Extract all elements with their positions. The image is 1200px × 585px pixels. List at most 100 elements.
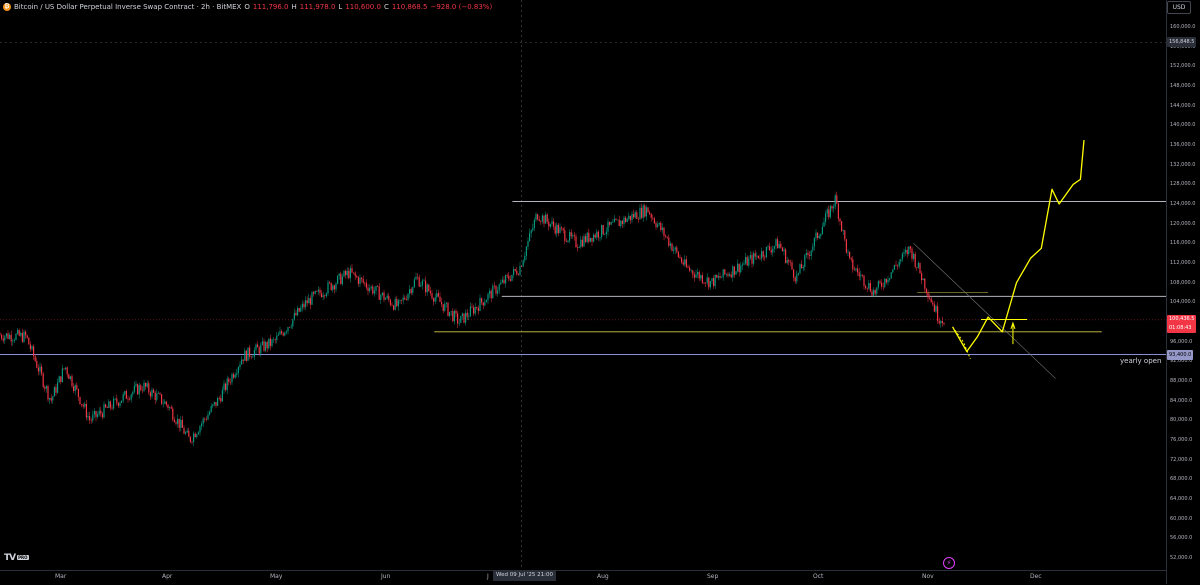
candle-body [39,366,41,372]
candle-body [692,270,694,275]
candle-body [321,293,323,298]
candle-body [401,299,403,301]
candle-body [204,418,206,420]
candle-body [418,277,420,287]
candle-body [327,282,329,294]
candle-body [354,272,356,277]
candle-body [530,230,532,233]
candle-body [141,390,143,391]
open-key: O [244,3,250,11]
candle-body [429,290,431,294]
candle-body [282,333,284,336]
candle-body [1,335,3,339]
candle-body [727,273,729,276]
price-tick-label: 148,000.0 [1170,83,1196,89]
candle-body [303,303,305,308]
candle-body [572,235,574,237]
price-tick-label: 92,000.0 [1170,358,1193,365]
candle-body [932,302,934,305]
price-tick-label: 120,000.0 [1170,220,1196,227]
candle-body [580,239,582,247]
candle-body [657,224,659,227]
candle-body [153,389,155,393]
candle-body [818,236,820,239]
candle-body [129,399,131,400]
price-axis[interactable]: 160,000.0156,000.0152,000.0148,000.0144,… [1166,0,1200,584]
candle-body [935,306,937,312]
price-chart[interactable] [0,0,1166,570]
candle-body [385,298,387,300]
candle-body [196,434,198,438]
candle-body [713,278,715,287]
candle-body [524,255,526,261]
candle-body [121,400,123,403]
candle-body [613,218,615,223]
candle-body [364,282,366,284]
candle-body [300,307,302,312]
lightning-icon[interactable]: ⚡ [943,557,955,569]
price-tick-label: 52,000.0 [1170,555,1193,561]
symbol-title[interactable]: Bitcoin / US Dollar Perpetual Inverse Sw… [14,3,242,11]
price-tick-label: 84,000.0 [1170,397,1193,404]
candle-body [319,289,321,294]
candle-body [780,243,782,248]
candle-body [189,436,191,442]
candle-body [823,221,825,227]
candle-body [565,240,567,242]
candle-body [284,332,286,336]
candle-body [645,207,647,217]
candle-body [625,217,627,222]
candle-body [469,306,471,317]
candle-body [258,347,260,354]
candle-body [759,258,761,259]
candle-body [199,426,201,433]
candle-body [567,240,569,242]
candle-body [50,398,52,401]
candle-body [919,262,921,274]
candle-body [596,231,598,238]
candle-body [724,269,726,275]
candle-body [877,281,879,288]
candle-body [21,332,23,342]
candle-body [516,270,518,275]
close-key: C [383,3,389,11]
candle-body [647,207,649,213]
candle-body [221,389,223,402]
candle-body [417,276,419,278]
candle-body [145,382,147,387]
candle-body [669,243,671,246]
candle-body [135,384,137,386]
candle-body [685,259,687,267]
candle-body [420,285,422,287]
candle-body [285,331,287,333]
candle-body [943,323,945,324]
candle-body [370,286,372,289]
candle-body [914,253,916,268]
tradingview-logo[interactable]: TV PRO [4,553,29,563]
time-axis[interactable]: Mar Apr May Jun J Aug Sep Oct Nov Dec [0,570,1166,585]
candle-body [4,336,6,341]
candle-body [333,285,335,290]
candle-body [343,270,345,277]
candle-body [188,430,190,437]
currency-button[interactable]: USD [1167,1,1191,14]
candle-body [306,300,308,304]
candle-body [532,227,534,231]
candle-body [85,403,87,418]
candle-body [457,313,459,324]
candle-body [73,386,75,392]
candle-body [17,329,19,334]
candle-body [201,423,203,427]
candle-body [676,247,678,252]
time-label-may: May [270,573,283,580]
candle-body [81,404,83,405]
candle-body [865,285,867,288]
candle-body [101,413,103,418]
candle-body [804,255,806,267]
candle-body [543,215,545,224]
candle-body [938,320,940,324]
candle-body [845,239,847,253]
candle-body [281,331,283,334]
candle-body [404,297,406,300]
candle-body [615,218,617,220]
